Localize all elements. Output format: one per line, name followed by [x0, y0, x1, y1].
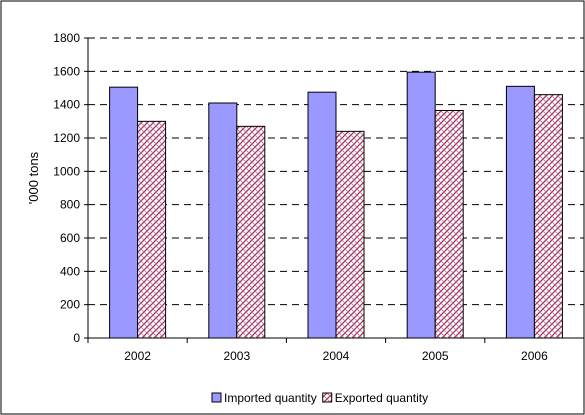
y-tick-label: 1400 — [53, 98, 80, 112]
bar-exported-2002 — [137, 120, 167, 339]
y-tick-label: 1200 — [53, 131, 80, 145]
bar-imported-2002 — [109, 86, 139, 339]
y-axis-title: '000 tons — [26, 151, 41, 204]
legend-swatch-imported — [211, 392, 222, 403]
x-tick-label: 2005 — [422, 349, 449, 363]
y-tick-label: 1000 — [53, 164, 80, 178]
bar-exported-2006 — [533, 94, 563, 339]
y-tick-labels: 0 200 400 600 800 1000 1200 1400 1600 1800 — [53, 31, 80, 345]
legend-swatch-exported — [322, 392, 333, 403]
y-tick-label: 1600 — [53, 64, 80, 78]
y-tick-label: 400 — [60, 264, 80, 278]
x-tick-label: 2002 — [124, 349, 151, 363]
x-tick-label: 2004 — [323, 349, 350, 363]
y-tick-label: 600 — [60, 231, 80, 245]
bar-imported-2004 — [307, 91, 337, 339]
legend-label-imported: Imported quantity — [224, 391, 317, 405]
x-tick-label: 2003 — [223, 349, 250, 363]
bar-imported-2006 — [505, 85, 535, 339]
x-tick-label: 2006 — [521, 349, 548, 363]
bars — [109, 71, 563, 339]
bar-exported-2003 — [236, 125, 266, 339]
x-tick-labels: 2002 2003 2004 2005 2006 — [124, 349, 548, 363]
bar-imported-2003 — [208, 102, 238, 339]
bar-exported-2004 — [335, 130, 365, 339]
gridlines — [88, 37, 584, 306]
y-tick-label: 200 — [60, 298, 80, 312]
y-tick-label: 1800 — [53, 31, 80, 45]
y-tick-label: 800 — [60, 198, 80, 212]
y-tick-label: 0 — [73, 331, 80, 345]
bar-exported-2005 — [434, 110, 464, 339]
axes — [84, 37, 585, 343]
legend: Imported quantity Exported quantity — [211, 391, 428, 405]
bar-imported-2005 — [406, 71, 436, 339]
legend-label-exported: Exported quantity — [335, 391, 428, 405]
